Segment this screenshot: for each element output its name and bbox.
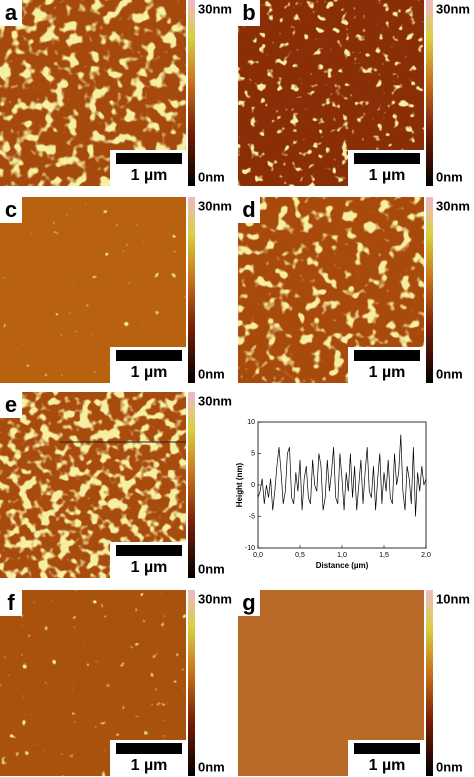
panel-label: f (7, 590, 15, 615)
scale-label: 1 µm (369, 757, 406, 774)
colorbar-min: 0nm (198, 759, 225, 774)
scale-label: 1 µm (369, 167, 406, 184)
label-box (238, 0, 260, 26)
colorbar-max: 10nm (436, 591, 470, 606)
label-box (0, 392, 22, 418)
colorbar-max: 30nm (436, 198, 470, 213)
panel-label: c (5, 197, 17, 222)
colorbar-max: 30nm (436, 1, 470, 16)
x-tick-label: 2,0 (421, 552, 431, 559)
colorbar-max: 30nm (198, 591, 232, 606)
label-box (238, 590, 260, 616)
colorbar-min: 0nm (436, 759, 463, 774)
colorbar-min: 0nm (198, 366, 225, 381)
colorbar (426, 197, 433, 383)
x-axis-label: Distance (µm) (316, 561, 369, 570)
colorbar (188, 590, 195, 776)
colorbar (426, 0, 433, 186)
colorbar (188, 0, 195, 186)
scale-bar (116, 350, 182, 361)
scale-bar (354, 350, 420, 361)
x-tick-label: 0,5 (295, 552, 305, 559)
panel-label: a (5, 0, 18, 25)
colorbar (188, 392, 195, 578)
panel-label: g (242, 590, 255, 615)
scale-label: 1 µm (131, 167, 168, 184)
scale-bar (116, 545, 182, 556)
label-box (0, 197, 22, 223)
colorbar-min: 0nm (198, 561, 225, 576)
panel-label: d (242, 197, 255, 222)
scale-label: 1 µm (131, 757, 168, 774)
colorbar-max: 30nm (198, 198, 232, 213)
scale-label: 1 µm (131, 559, 168, 576)
panel-label: e (5, 392, 17, 417)
scale-label: 1 µm (131, 364, 168, 381)
colorbar (426, 590, 433, 776)
scale-bar (354, 153, 420, 164)
scale-bar (116, 743, 182, 754)
x-tick-label: 1,5 (379, 552, 389, 559)
colorbar-max: 30nm (198, 393, 232, 408)
colorbar-min: 0nm (436, 366, 463, 381)
colorbar (188, 197, 195, 383)
y-tick-label: 10 (247, 419, 255, 426)
scale-bar (116, 153, 182, 164)
label-box (0, 590, 22, 616)
x-tick-label: 0,0 (253, 552, 263, 559)
scale-label: 1 µm (369, 364, 406, 381)
label-box (238, 197, 260, 223)
x-tick-label: 1,0 (337, 552, 347, 559)
height-profile (257, 434, 427, 517)
y-tick-label: 5 (251, 450, 255, 457)
colorbar-max: 30nm (198, 1, 232, 16)
y-axis-label: Height (nm) (235, 462, 244, 507)
label-box (0, 0, 22, 26)
y-tick-label: -10 (245, 545, 255, 552)
y-tick-label: -5 (249, 513, 255, 520)
colorbar-min: 0nm (436, 169, 463, 184)
panel-label: b (242, 0, 255, 25)
y-tick-label: 0 (251, 482, 255, 489)
colorbar-min: 0nm (198, 169, 225, 184)
scale-bar (354, 743, 420, 754)
